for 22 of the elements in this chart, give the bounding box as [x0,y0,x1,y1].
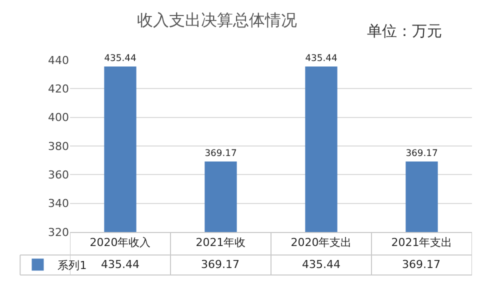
data-label: 369.17 [201,258,240,271]
annotation: 435.44 [305,53,338,64]
annotation: 369.17 [406,148,438,160]
data-label: 435.44 [302,258,340,271]
y-tick-label: 400 [48,111,69,124]
y-tick-label: 360 [48,168,69,182]
legend-label: 系列1 [58,258,87,272]
text: 单位：万元 [367,22,442,40]
annotation: 369.17 [204,148,237,160]
annotation: 435.44 [104,53,136,64]
x-tick-label: 2021年支出 [391,236,452,250]
y-tick-label: 440 [48,54,69,67]
data-label: 435.44 [101,258,140,271]
x-tick-label: 2021年收 [196,236,246,250]
x-tick-label: 2020年支出 [290,236,352,250]
y-tick-label: 380 [48,140,69,153]
y-tick-label: 420 [48,82,69,96]
y-tick-label: 320 [48,226,69,239]
data-label: 369.17 [402,258,440,271]
x-tick-label: 2020年收入 [90,236,151,250]
y-tick-label: 340 [48,197,69,210]
chart-title: 收入支出决算总体情况 [136,10,297,30]
